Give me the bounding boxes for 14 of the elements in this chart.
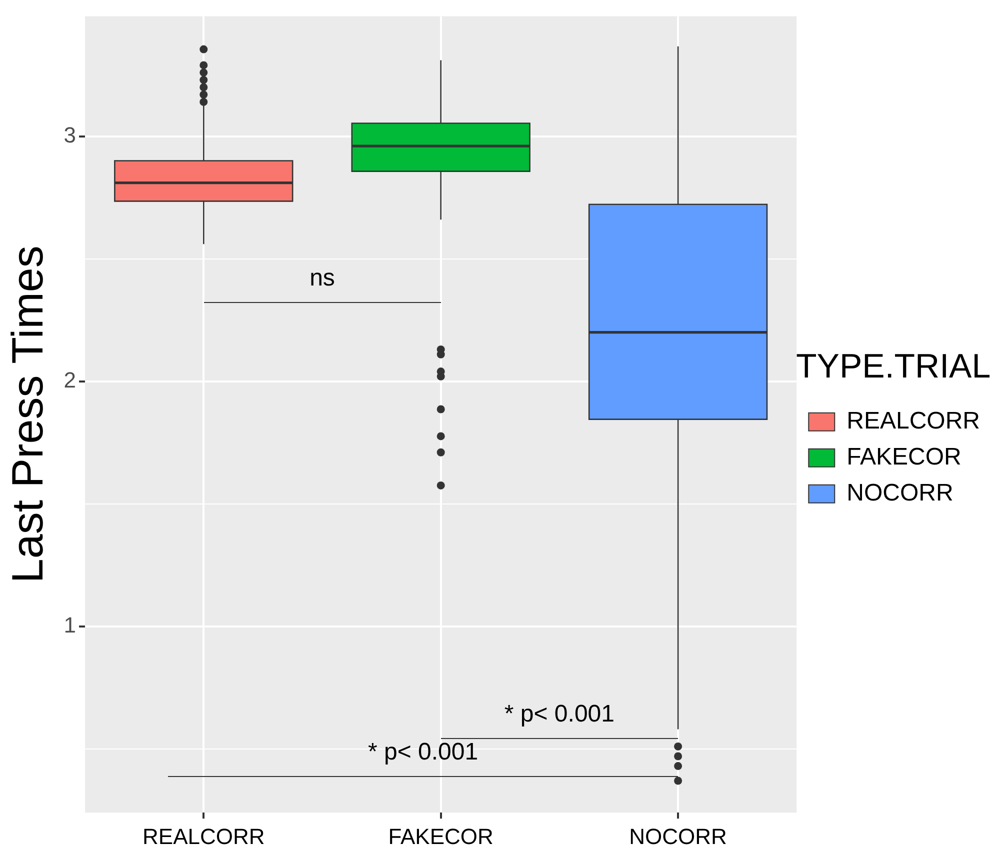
legend-title: TYPE.TRIAL [796, 347, 991, 386]
y-tick-label: 2 [64, 367, 76, 392]
annotation: * p< 0.001 [368, 738, 478, 766]
y-axis-title: Last Press Times [4, 246, 53, 584]
x-tick-label: REALCORR [142, 824, 265, 849]
annotation: * p< 0.001 [504, 700, 614, 728]
legend-label: REALCORR [846, 408, 980, 435]
annotation: ns [310, 264, 335, 292]
x-tick-label: NOCORR [629, 824, 727, 849]
legend-label: FAKECOR [846, 444, 962, 471]
legend-label: NOCORR [846, 480, 954, 507]
y-tick-label: 1 [64, 612, 76, 638]
x-tick-label: FAKECOR [388, 824, 494, 849]
y-tick-label: 3 [64, 122, 76, 148]
